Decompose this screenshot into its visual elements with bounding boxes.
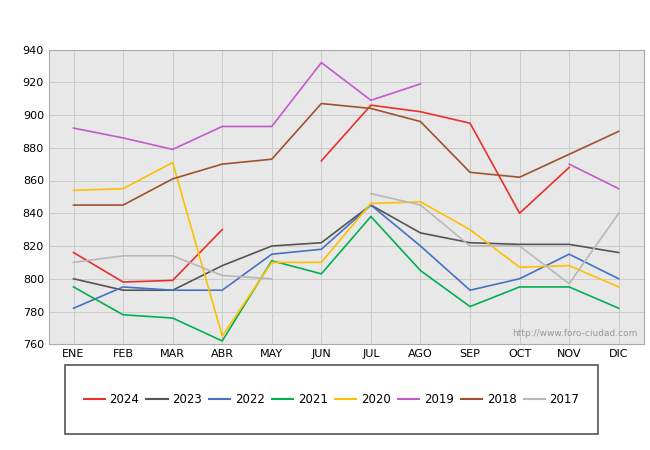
Text: Afiliados en El Tiemblo a 30/11/2024: Afiliados en El Tiemblo a 30/11/2024 (173, 14, 477, 33)
Legend: 2024, 2023, 2022, 2021, 2020, 2019, 2018, 2017: 2024, 2023, 2022, 2021, 2020, 2019, 2018… (80, 389, 583, 410)
Text: http://www.foro-ciudad.com: http://www.foro-ciudad.com (512, 329, 638, 338)
